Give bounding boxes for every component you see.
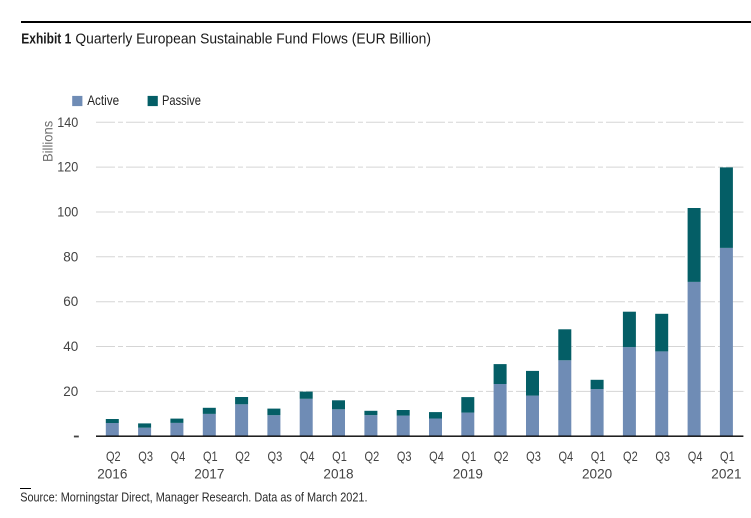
svg-text:Exhibit 1: Exhibit 1	[21, 31, 71, 47]
svg-text:40: 40	[63, 338, 78, 354]
svg-text:Passive: Passive	[162, 92, 201, 108]
svg-text:Q1: Q1	[332, 448, 347, 464]
svg-text:Q4: Q4	[558, 448, 573, 464]
svg-text:2017: 2017	[194, 465, 224, 481]
svg-text:Q1: Q1	[720, 448, 735, 464]
svg-text:2020: 2020	[582, 465, 612, 481]
svg-text:Q1: Q1	[461, 448, 476, 464]
svg-text:Q4: Q4	[429, 448, 444, 464]
svg-text:Q4: Q4	[688, 448, 703, 464]
svg-text:2019: 2019	[453, 465, 483, 481]
svg-text:100: 100	[57, 204, 78, 220]
svg-text:Q3: Q3	[655, 448, 670, 464]
svg-text:80: 80	[63, 248, 78, 264]
svg-text:Q4: Q4	[300, 448, 315, 464]
svg-text:Q2: Q2	[494, 448, 509, 464]
svg-text:Q1: Q1	[203, 448, 218, 464]
svg-text:Q4: Q4	[171, 448, 186, 464]
svg-text:20: 20	[63, 383, 78, 399]
svg-text:2018: 2018	[323, 465, 353, 481]
svg-text:60: 60	[63, 293, 78, 309]
svg-text:120: 120	[57, 159, 78, 175]
svg-text:Source: Morningstar Direct, Ma: Source: Morningstar Direct, Manager Rese…	[20, 490, 367, 505]
svg-text:Billions: Billions	[39, 121, 55, 162]
svg-text:Q1: Q1	[591, 448, 606, 464]
svg-text:2016: 2016	[97, 465, 127, 481]
svg-text:Quarterly European Sustainable: Quarterly European Sustainable Fund Flow…	[75, 31, 431, 47]
svg-text:Active: Active	[87, 92, 119, 108]
svg-text:Q2: Q2	[365, 448, 380, 464]
svg-text:Q2: Q2	[235, 448, 250, 464]
svg-text:2021: 2021	[711, 465, 741, 481]
svg-text:Q2: Q2	[106, 448, 121, 464]
svg-text:Q3: Q3	[397, 448, 412, 464]
svg-text:Q3: Q3	[268, 448, 283, 464]
svg-text:Q2: Q2	[623, 448, 638, 464]
svg-text:Q3: Q3	[526, 448, 541, 464]
svg-text:140: 140	[57, 114, 78, 130]
svg-text:Q3: Q3	[138, 448, 153, 464]
